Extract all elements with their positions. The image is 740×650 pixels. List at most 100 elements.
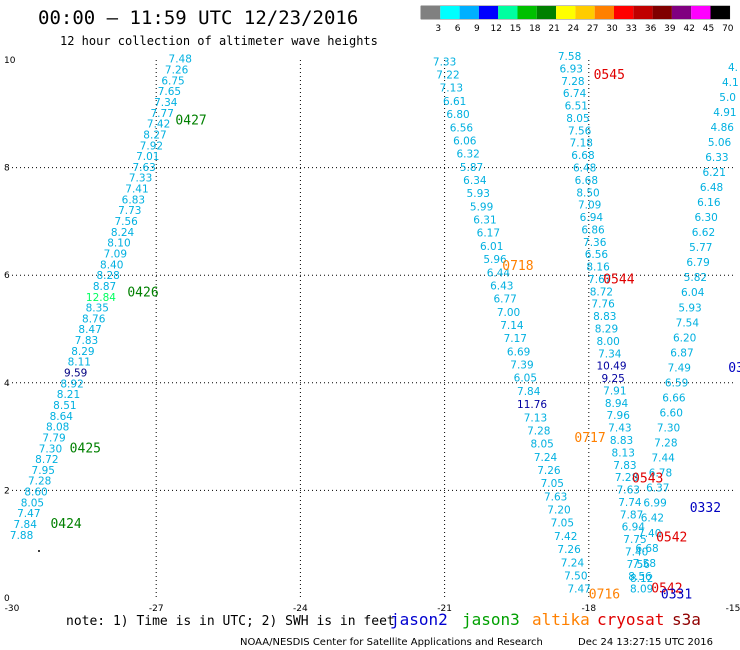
- wave-height-label: 7.26: [557, 544, 581, 556]
- wave-height-label: 7.76: [591, 299, 615, 311]
- wave-height-label: 12.84: [86, 292, 116, 304]
- colorbar-label: 70: [722, 24, 734, 34]
- wave-height-label: 7.34: [598, 348, 622, 360]
- wave-height-label: 8.05: [566, 113, 589, 125]
- wave-height-label: 7.28: [561, 76, 584, 88]
- wave-height-label: 6.48: [573, 162, 596, 174]
- wave-height-label: 7.47: [567, 584, 590, 596]
- wave-height-label: 7.63: [132, 162, 155, 174]
- pass-0545-0542: 7.586.937.286.746.518.057.567.186.686.48…: [558, 51, 653, 596]
- pass-time-label: 0717: [574, 431, 605, 446]
- wave-height-label: 8.29: [595, 324, 618, 336]
- wave-height-label: 6.48: [700, 182, 723, 194]
- wave-height-label: 7.49: [668, 362, 691, 374]
- wave-height-label: 7.14: [500, 320, 524, 332]
- satellite-legend-s3a: s3a: [672, 610, 701, 629]
- colorbar-swatch: [691, 6, 711, 19]
- wave-height-label: 8.47: [78, 324, 101, 336]
- wave-height-label: 7.24: [534, 452, 558, 464]
- satellite-legend: jason2 jason3 altika cryosat s3a: [390, 610, 701, 629]
- pass-time-label: 0331: [661, 588, 692, 603]
- wave-height-label: 8.94: [605, 398, 629, 410]
- wave-height-label: 5.06: [708, 137, 732, 149]
- colorbar-swatch: [421, 6, 441, 19]
- wave-height-label: 7.58: [633, 558, 656, 570]
- colorbar-label: 24: [568, 24, 580, 34]
- wave-height-label: 5.87: [460, 162, 483, 174]
- wave-height-label: 7.42: [147, 119, 170, 131]
- wave-height-label: 8.51: [53, 400, 76, 412]
- satellite-legend-altika: altika: [532, 610, 590, 629]
- wave-height-label: 7.13: [524, 412, 547, 424]
- wave-height-label: 8.09: [630, 584, 653, 596]
- note-text: note: 1) Time is in UTC; 2) SWH is in fe…: [66, 614, 395, 629]
- wave-height-label: 8.27: [143, 129, 166, 141]
- wave-height-label: 7.05: [551, 518, 574, 530]
- colorbar-swatch: [556, 6, 576, 19]
- wave-height-label: 6.30: [694, 212, 717, 224]
- wave-height-label: 8.29: [71, 346, 94, 358]
- wave-height-label: 6.01: [480, 241, 503, 253]
- wave-height-label: 7.01: [136, 151, 159, 163]
- colorbar-swatch: [459, 6, 479, 19]
- wave-height-label: 7.26: [165, 65, 189, 77]
- wave-height-label: 7.28: [654, 438, 677, 450]
- wave-height-label: 7.13: [440, 83, 463, 95]
- wave-height-label: 6.78: [649, 468, 672, 480]
- wave-height-label: 8.50: [576, 187, 599, 199]
- wave-height-label: 11.76: [517, 399, 547, 411]
- pass-time-label: 0332: [690, 501, 721, 516]
- wave-height-label: 7.05: [541, 478, 564, 490]
- wave-height-label: 7.40: [625, 546, 648, 558]
- colorbar-label: 42: [683, 24, 694, 34]
- satellite-legend-jason3: jason3: [462, 610, 520, 629]
- pass-labels: 0424 0425 0426 0427 0718 0717 0716 0545 0544 0543…: [50, 68, 740, 603]
- colorbar-label: 6: [455, 24, 461, 34]
- wave-height-label: 9.59: [64, 368, 87, 380]
- pass-time-label: 0544: [603, 272, 634, 287]
- wave-height-label: 7.39: [510, 360, 533, 372]
- pass-time-label: 0545: [594, 68, 625, 83]
- wave-height-label: 6.21: [703, 167, 726, 179]
- wave-height-label: 6.79: [686, 257, 709, 269]
- y-tick-label: 8: [4, 164, 10, 174]
- wave-height-label: 6.99: [643, 498, 666, 510]
- pass-time-label: 0718: [502, 259, 533, 274]
- colorbar-swatch: [536, 6, 557, 19]
- wave-height-label: 5.77: [689, 242, 712, 254]
- wave-height-label: 8.35: [86, 303, 109, 315]
- colorbar-swatch: [633, 6, 653, 19]
- colorbar-label: 12: [490, 24, 501, 34]
- colorbar-label: 36: [645, 24, 657, 34]
- wave-height-label: 4.91: [713, 107, 736, 119]
- colorbar-label: 9: [474, 24, 480, 34]
- wave-height-label: 8.76: [82, 313, 106, 325]
- colorbar-label: 39: [664, 24, 676, 34]
- wave-height-label: 9.25: [601, 373, 624, 385]
- wave-height-label: 6.37: [646, 483, 669, 495]
- wave-height-label: 7.36: [583, 237, 607, 249]
- wave-height-label: 6.62: [692, 227, 715, 239]
- wave-height-label: 6.87: [670, 347, 693, 359]
- wave-height-label: 7.79: [42, 432, 65, 444]
- wave-height-label: 6.44: [487, 267, 511, 279]
- x-tick-label: -27: [149, 604, 164, 614]
- wave-height-label: 6.34: [463, 175, 487, 187]
- axis-ticks: -30 -27 -24 -21 -18 -15 0 2 4 6 8 10: [4, 56, 740, 614]
- wave-height-label: 8.72: [35, 454, 58, 466]
- wave-height-label: 7.44: [651, 453, 675, 465]
- wave-height-label: 6.69: [507, 346, 530, 358]
- wave-height-label: 8.60: [24, 487, 47, 499]
- y-tick-label: 0: [4, 594, 10, 604]
- wave-height-label: 7.88: [10, 530, 33, 542]
- wave-height-label: 6.94: [622, 522, 646, 534]
- wave-height-label: 5.93: [678, 302, 701, 314]
- wave-height-label: 7.87: [620, 509, 643, 521]
- pass-time-label: 0716: [589, 588, 620, 603]
- colorbar-label: 30: [606, 24, 618, 34]
- pass-time-label: 0426: [127, 286, 158, 301]
- wave-height-label: 8.10: [107, 238, 130, 250]
- wave-height-label: 7.92: [140, 140, 163, 152]
- wave-height-label: 6.75: [161, 75, 184, 87]
